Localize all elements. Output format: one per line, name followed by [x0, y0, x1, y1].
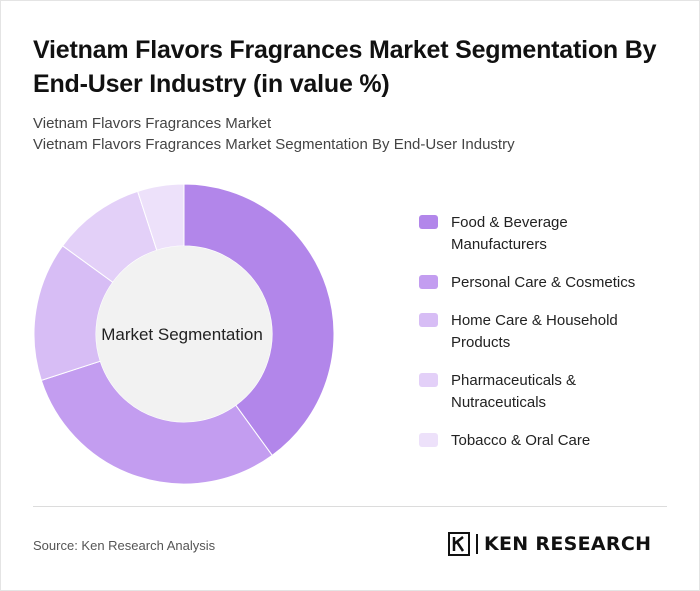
legend-swatch	[419, 433, 438, 447]
source-note: Source: Ken Research Analysis	[33, 538, 216, 553]
ken-research-logo-icon	[448, 532, 470, 556]
legend-item[interactable]: Pharmaceuticals & Nutraceuticals	[419, 370, 679, 414]
legend-label: Tobacco & Oral Care	[451, 432, 591, 449]
legend-swatch	[419, 373, 438, 387]
legend-item[interactable]: Food & Beverage Manufacturers	[419, 212, 679, 256]
chart-title: Vietnam Flavors Fragrances Market Segmen…	[33, 36, 657, 98]
legend-label: Pharmaceuticals & Nutraceuticals	[451, 372, 577, 411]
chart-subtitle-segmentation: Vietnam Flavors Fragrances Market Segmen…	[33, 136, 515, 153]
legend-label: Personal Care & Cosmetics	[451, 274, 636, 291]
legend-swatch	[419, 313, 438, 327]
logo-text: KEN RESEARCH	[484, 533, 652, 555]
chart-subtitle-market: Vietnam Flavors Fragrances Market	[33, 115, 272, 132]
footer-divider	[33, 506, 667, 507]
logo-separator	[476, 534, 478, 554]
ken-research-logo: KEN RESEARCH	[448, 532, 651, 556]
legend-item[interactable]: Personal Care & Cosmetics	[419, 272, 679, 294]
legend-item[interactable]: Home Care & Household Products	[419, 310, 679, 354]
chart-legend: Food & Beverage Manufacturers Personal Ca…	[419, 212, 679, 468]
donut-hole	[96, 246, 272, 422]
legend-swatch	[419, 275, 438, 289]
legend-swatch	[419, 215, 438, 229]
donut-center-label: Market Segmentation	[101, 325, 263, 344]
legend-item[interactable]: Tobacco & Oral Care	[419, 430, 679, 452]
legend-label: Food & Beverage Manufacturers	[451, 214, 568, 253]
legend-label: Home Care & Household Products	[451, 312, 618, 351]
donut-chart: Market Segmentation	[33, 183, 335, 485]
